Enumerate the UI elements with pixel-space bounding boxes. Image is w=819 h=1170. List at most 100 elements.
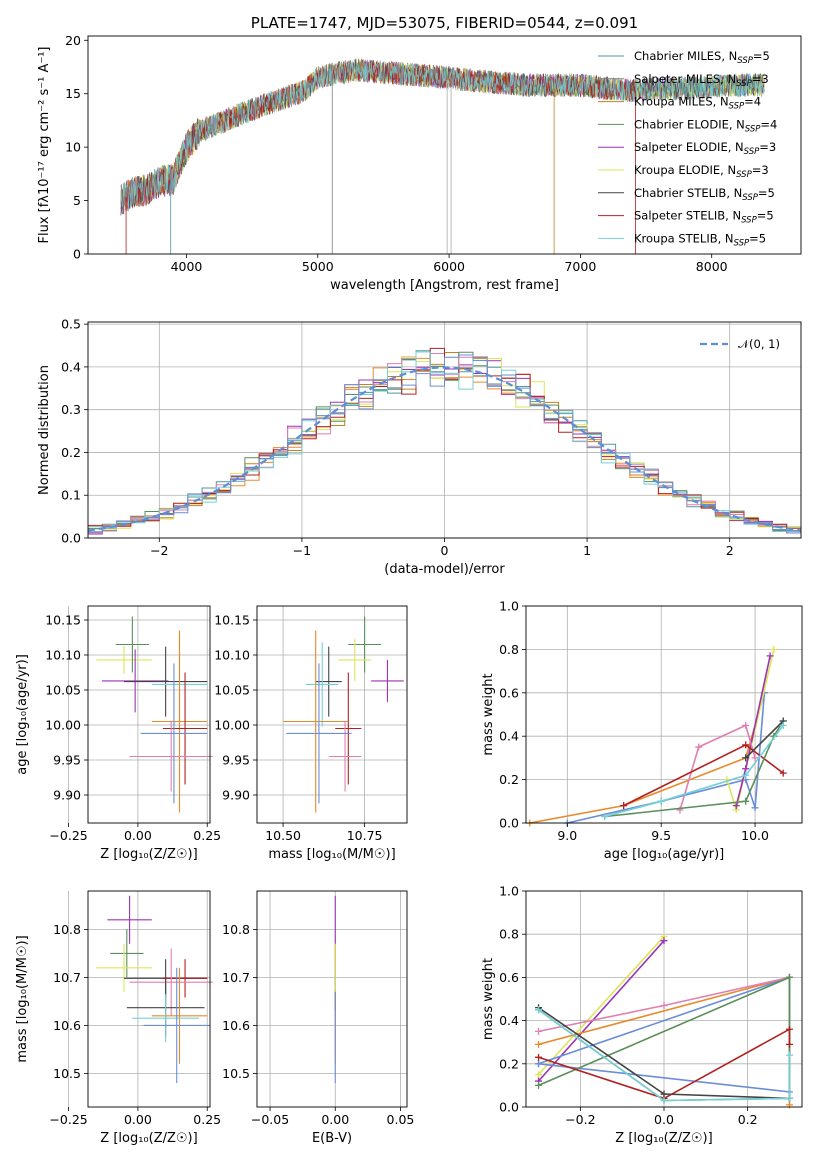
legend-subscript: SSP — [741, 216, 757, 226]
y-tick-label: 0.3 — [61, 402, 81, 417]
y-axis-label: Flux [fλ10⁻¹⁷ erg cm⁻² s⁻¹ A⁻¹] — [37, 47, 52, 244]
legend-name: Kroupa STELIB, N — [634, 231, 734, 245]
plot-area — [535, 932, 793, 1109]
legend-name: Chabrier ELODIE, N — [634, 117, 745, 131]
x-axis-label: E(B-V) — [312, 1131, 352, 1146]
axes-frame — [525, 605, 803, 824]
histogram-step — [88, 354, 801, 534]
plot-area — [96, 895, 213, 1083]
panel-3: 10.50 10.75 9.90 9.95 10.00 10.05 10.10 10.15 ma… — [214, 605, 408, 862]
y-tick-label: 1.0 — [499, 884, 519, 899]
legend-entry: Kroupa ELODIE, NSSP=3 — [634, 163, 769, 180]
y-tick-label: 0.0 — [499, 1100, 519, 1115]
y-tick-label: 0.2 — [499, 772, 519, 787]
legend-count: =5 — [749, 231, 766, 245]
legend-subscript: SSP — [745, 124, 761, 134]
errorbar-point — [96, 943, 152, 992]
y-tick-label: 9.95 — [222, 753, 250, 768]
legend-name: Salpeter ELODIE, N — [634, 140, 744, 154]
weight-marker — [535, 1060, 543, 1068]
y-tick-label: 0.2 — [61, 445, 81, 460]
plot-area — [87, 347, 802, 535]
legend-entry: Kroupa MILES, NSSP=4 — [634, 95, 761, 112]
y-tick-label: 0.2 — [499, 1056, 519, 1071]
x-tick-label: 2 — [726, 543, 734, 558]
x-tick-label: −2 — [150, 543, 168, 558]
legend-subscript: SSP — [742, 193, 758, 203]
y-tick-label: 10.6 — [222, 1018, 250, 1033]
y-tick-label: 0.8 — [499, 927, 519, 942]
axes-frame — [256, 605, 408, 824]
panel-0: 4000 5000 6000 7000 8000 0 5 10 15 20 wavelength [… — [37, 14, 802, 293]
x-tick-label: −0.25 — [49, 1112, 87, 1127]
y-tick-label: 0.5 — [61, 317, 81, 332]
y-tick-label: 10.7 — [53, 970, 81, 985]
errorbar-point — [335, 672, 362, 785]
weight-line — [745, 720, 784, 759]
y-tick-label: 10.6 — [53, 1018, 81, 1033]
y-tick-label: 9.90 — [53, 788, 81, 803]
legend-entry: Salpeter ELODIE, NSSP=3 — [634, 140, 776, 157]
x-axis-label: age [log₁₀(age/yr)] — [604, 847, 725, 862]
legend-subscript: SSP — [737, 56, 753, 66]
y-tick-label: 0.0 — [61, 531, 81, 546]
weight-marker — [535, 1040, 543, 1048]
legend-count: =3 — [759, 140, 776, 154]
weight-marker — [742, 741, 750, 749]
y-tick-label: 0.1 — [61, 488, 81, 503]
errorbar-point — [283, 630, 349, 813]
weight-marker — [770, 645, 778, 653]
x-tick-label: 6000 — [433, 259, 465, 274]
x-tick-label: 5000 — [302, 259, 334, 274]
y-axis-label: mass [log₁₀(M/M☉)] — [15, 935, 30, 1062]
weight-marker — [766, 652, 774, 660]
x-tick-label: 9.5 — [651, 828, 671, 843]
legend-name: Salpeter MILES, N — [634, 72, 736, 86]
chart-title: PLATE=1747, MJD=53075, FIBERID=0544, z=0… — [251, 14, 638, 32]
errorbar-point — [305, 642, 339, 727]
legend-count: =5 — [757, 209, 774, 223]
y-tick-label: 10.5 — [53, 1066, 81, 1081]
x-tick-label: 0.2 — [738, 1112, 758, 1127]
weight-line — [538, 1009, 791, 1102]
legend-subscript: SSP — [734, 238, 750, 248]
errorbar-point — [140, 663, 208, 804]
panel-6: −0.05 0.00 0.05 10.5 10.6 10.7 10.8 E(B-V) — [222, 890, 415, 1146]
panel-7: −0.2 0.0 0.2 0.0 0.2 0.4 0.6 0.8 1.0 Z [log₁₀(Z/Z… — [481, 884, 803, 1146]
y-tick-label: 0.0 — [499, 816, 519, 831]
weight-marker — [535, 1081, 543, 1089]
errorbar-point — [96, 645, 152, 674]
legend-entry: Salpeter MILES, NSSP=3 — [634, 72, 769, 89]
x-tick-label: −0.2 — [565, 1112, 595, 1127]
legend-entry: Chabrier STELIB, NSSP=5 — [634, 186, 775, 203]
errorbar-point — [328, 721, 362, 792]
weight-marker — [785, 973, 793, 981]
y-tick-label: 10.8 — [222, 922, 250, 937]
x-tick-label: 1 — [583, 543, 591, 558]
y-tick-label: 10.05 — [214, 683, 250, 698]
y-axis-label: mass weight — [481, 673, 496, 755]
weight-marker — [657, 797, 665, 805]
x-tick-label: 10.0 — [741, 828, 769, 843]
x-tick-label: 4000 — [171, 259, 203, 274]
weight-line — [604, 724, 784, 818]
errorbar-point — [143, 967, 210, 1083]
x-tick-label: 0.05 — [387, 1112, 415, 1127]
plot-area — [96, 616, 213, 813]
x-tick-label: −0.25 — [49, 828, 87, 843]
weight-marker — [660, 937, 668, 945]
errorbar-point — [151, 967, 208, 1064]
weight-line — [538, 1027, 791, 1100]
legend-entry: Chabrier ELODIE, NSSP=4 — [634, 117, 777, 134]
x-axis-label: (data-model)/error — [384, 562, 505, 577]
x-axis-label: wavelength [Angstrom, rest frame] — [330, 278, 559, 293]
y-tick-label: 10.10 — [214, 648, 250, 663]
y-tick-label: 15 — [65, 86, 81, 101]
y-tick-label: 0.4 — [61, 359, 81, 374]
weight-marker — [742, 771, 750, 779]
y-tick-label: 10.15 — [214, 613, 250, 628]
panel-4: 9.0 9.5 10.0 0.0 0.2 0.4 0.6 0.8 1.0 age [log₁₀(a… — [481, 599, 803, 862]
weight-marker — [535, 1071, 543, 1079]
